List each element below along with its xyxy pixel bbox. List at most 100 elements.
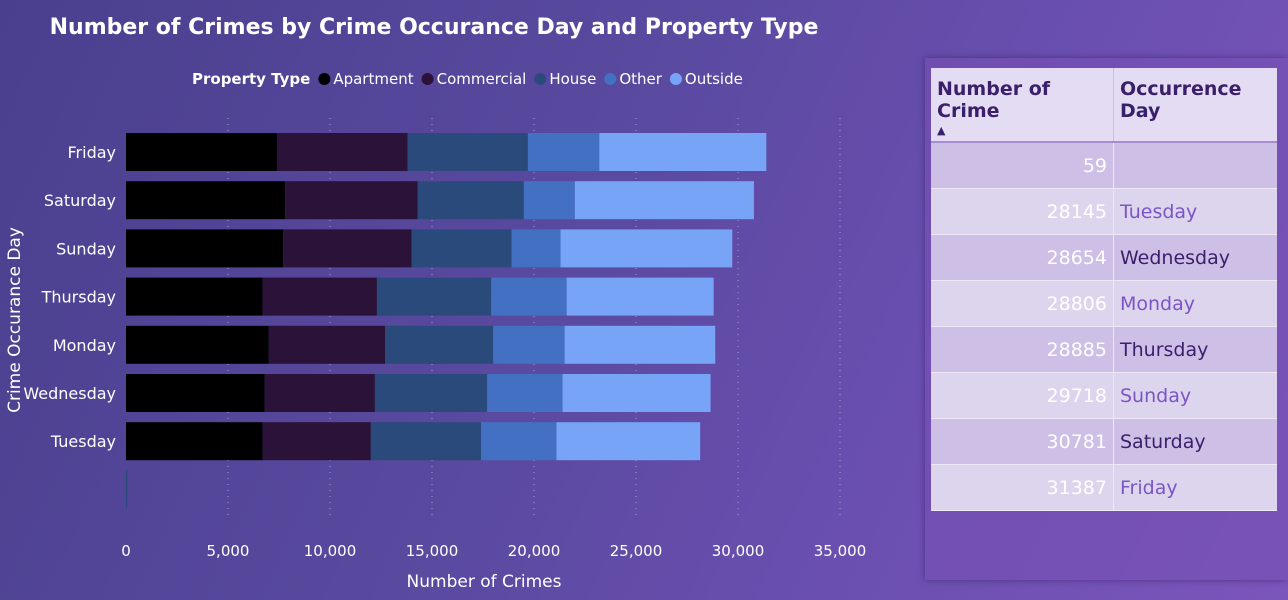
bar-wednesday-house[interactable] <box>374 374 488 412</box>
table-row[interactable]: 28654 Wednesday <box>931 234 1277 281</box>
bar-saturday-other[interactable] <box>523 181 575 220</box>
cell-occurrence-day: Sunday <box>1113 372 1277 419</box>
category-label-thursday: Thursday <box>41 288 116 307</box>
header-number-label: Number of Crime <box>937 78 1051 122</box>
x-tick-label-0: 0 <box>121 542 131 560</box>
table-row[interactable]: 29718 Sunday <box>931 372 1277 419</box>
cell-number-of-crime: 28885 <box>931 326 1114 373</box>
category-label-monday: Monday <box>53 336 116 355</box>
bar-wednesday-apartment[interactable] <box>126 374 265 412</box>
bar-thursday-outside[interactable] <box>566 277 714 316</box>
bar-wednesday-other[interactable] <box>487 374 563 412</box>
bar-friday-house[interactable] <box>407 133 528 171</box>
category-label-sunday: Sunday <box>56 239 116 258</box>
x-tick-label-6: 30,000 <box>712 542 765 560</box>
category-label-friday: Friday <box>68 143 117 162</box>
cell-occurrence-day: Saturday <box>1113 418 1277 465</box>
legend-label-commercial[interactable]: Commercial <box>437 70 527 88</box>
bar-blank-house[interactable] <box>126 470 128 509</box>
legend-label-other[interactable]: Other <box>619 70 662 88</box>
cell-occurrence-day: Wednesday <box>1113 234 1277 281</box>
table-row[interactable]: 28145 Tuesday <box>931 188 1277 235</box>
bar-friday-commercial[interactable] <box>276 133 408 171</box>
category-label-saturday: Saturday <box>44 191 116 210</box>
bar-sunday-other[interactable] <box>511 229 561 268</box>
bar-saturday-commercial[interactable] <box>285 181 418 220</box>
column-header-number-of-crime[interactable]: Number of Crime ▲ <box>931 68 1114 142</box>
bar-monday-commercial[interactable] <box>268 325 386 364</box>
cell-occurrence-day: Friday <box>1113 464 1277 511</box>
cell-occurrence-day: Monday <box>1113 280 1277 327</box>
y-axis-title: Crime Occurance Day <box>5 227 25 413</box>
bar-tuesday-apartment[interactable] <box>126 422 263 461</box>
legend-label-house[interactable]: House <box>549 70 596 88</box>
bars <box>126 133 767 509</box>
sort-ascending-icon[interactable]: ▲ <box>937 124 946 137</box>
legend-marker-outside <box>669 73 682 85</box>
bar-wednesday-outside[interactable] <box>562 374 711 412</box>
bar-tuesday-other[interactable] <box>480 422 557 461</box>
x-tick-label-7: 35,000 <box>814 542 867 560</box>
x-tick-label-3: 15,000 <box>406 542 459 560</box>
bar-friday-outside[interactable] <box>599 133 767 171</box>
x-axis-ticks: 0 5,000 10,000 15,000 20,000 25,000 30,000 35,0… <box>121 542 866 560</box>
x-tick-label-4: 20,000 <box>508 542 561 560</box>
bar-friday-other[interactable] <box>527 133 600 171</box>
table-row[interactable]: 28885 Thursday <box>931 326 1277 373</box>
cell-number-of-crime: 29718 <box>931 372 1114 419</box>
crime-table: Number of Crime ▲ Occurrence Day 59 28145… <box>931 68 1277 511</box>
cell-number-of-crime: 28654 <box>931 234 1114 281</box>
bar-sunday-apartment[interactable] <box>126 229 284 268</box>
bar-monday-apartment[interactable] <box>126 325 269 364</box>
category-labels: Friday Saturday Sunday Thursday Monday Wednes… <box>23 143 116 451</box>
x-tick-label-1: 5,000 <box>207 542 250 560</box>
legend-marker-commercial <box>421 73 434 85</box>
table-body: 59 28145 Tuesday 28654 Wednesday 28806 Monday 2… <box>931 142 1277 511</box>
bar-saturday-house[interactable] <box>417 181 524 220</box>
bar-tuesday-outside[interactable] <box>556 422 701 461</box>
category-label-tuesday: Tuesday <box>50 432 116 451</box>
cell-number-of-crime: 28145 <box>931 188 1114 235</box>
legend: Property Type Apartment Commercial House Oth… <box>192 70 743 88</box>
bar-monday-house[interactable] <box>385 325 494 364</box>
bar-friday-apartment[interactable] <box>126 133 277 171</box>
table-row[interactable]: 28806 Monday <box>931 280 1277 327</box>
bar-monday-other[interactable] <box>493 325 565 364</box>
crime-table-panel: Number of Crime ▲ Occurrence Day 59 28145… <box>925 58 1288 580</box>
bar-wednesday-commercial[interactable] <box>264 374 375 412</box>
table-row[interactable]: 59 <box>931 142 1277 189</box>
legend-label-outside[interactable]: Outside <box>685 70 743 88</box>
column-header-occurrence-day[interactable]: Occurrence Day <box>1113 68 1277 142</box>
table-header-row: Number of Crime ▲ Occurrence Day <box>931 68 1277 142</box>
cell-number-of-crime: 31387 <box>931 464 1114 511</box>
cell-occurrence-day: Tuesday <box>1113 188 1277 235</box>
bar-sunday-house[interactable] <box>411 229 512 268</box>
bar-sunday-outside[interactable] <box>560 229 733 268</box>
x-axis-title: Number of Crimes <box>407 572 562 592</box>
bar-monday-outside[interactable] <box>564 325 716 364</box>
cell-occurrence-day: Thursday <box>1113 326 1277 373</box>
x-tick-label-5: 25,000 <box>610 542 663 560</box>
bar-thursday-commercial[interactable] <box>262 277 377 316</box>
header-day-label: Occurrence Day <box>1120 78 1242 122</box>
table-row[interactable]: 31387 Friday <box>931 464 1277 511</box>
legend-marker-apartment <box>318 73 331 85</box>
legend-label-apartment[interactable]: Apartment <box>333 70 413 88</box>
bar-saturday-apartment[interactable] <box>126 181 286 220</box>
cell-number-of-crime: 28806 <box>931 280 1114 327</box>
bar-thursday-house[interactable] <box>376 277 492 316</box>
cell-occurrence-day <box>1113 142 1277 189</box>
bar-sunday-commercial[interactable] <box>283 229 412 268</box>
cell-number-of-crime: 59 <box>931 142 1114 189</box>
bar-thursday-other[interactable] <box>491 277 567 316</box>
stacked-bar-chart: Number of Crimes by Crime Occurance Day … <box>5 15 866 592</box>
bar-thursday-apartment[interactable] <box>126 277 263 316</box>
cell-number-of-crime: 30781 <box>931 418 1114 465</box>
bar-saturday-outside[interactable] <box>574 181 754 220</box>
bar-tuesday-house[interactable] <box>370 422 481 461</box>
category-label-wednesday: Wednesday <box>23 384 116 403</box>
bar-tuesday-commercial[interactable] <box>262 422 371 461</box>
chart-title: Number of Crimes by Crime Occurance Day … <box>50 15 819 40</box>
table-row[interactable]: 30781 Saturday <box>931 418 1277 465</box>
legend-marker-house <box>534 73 547 85</box>
